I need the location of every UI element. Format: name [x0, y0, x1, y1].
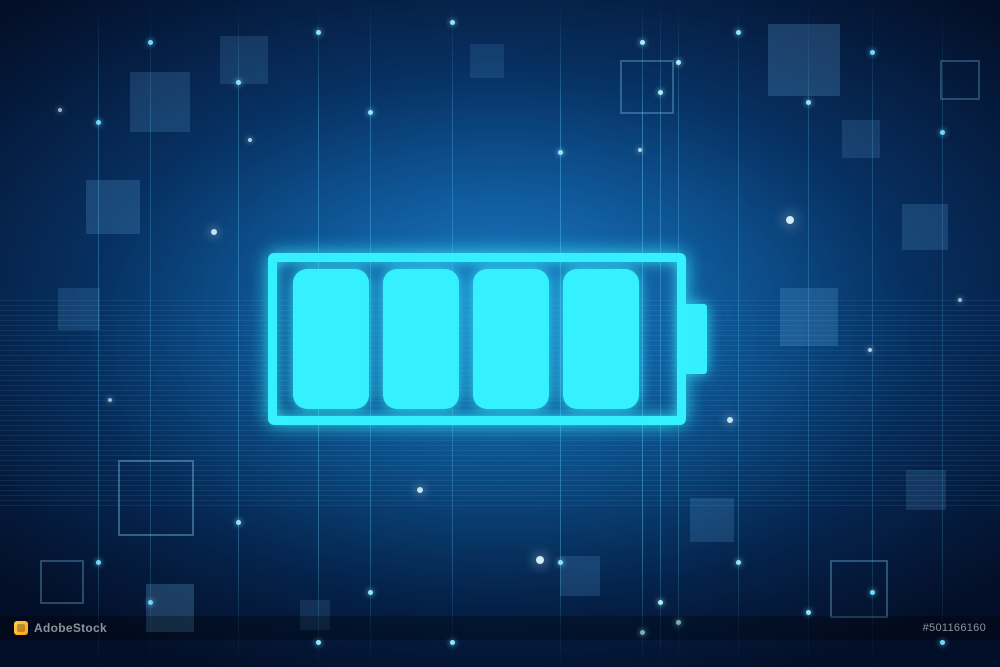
- battery-icon: [268, 253, 707, 425]
- sparkle-dot: [58, 108, 62, 112]
- sparkle-dot: [417, 487, 423, 493]
- sparkle-dot: [536, 556, 544, 564]
- decor-square: [86, 180, 140, 234]
- decor-square: [470, 44, 504, 78]
- circuit-line: [872, 0, 873, 667]
- decor-square: [146, 584, 194, 632]
- circuit-line: [150, 0, 151, 667]
- watermark-id: #501166160: [923, 622, 986, 634]
- decor-square: [906, 470, 946, 510]
- decor-outline-square: [118, 460, 194, 536]
- decor-square: [300, 600, 330, 630]
- decor-outline-square: [940, 60, 980, 100]
- decor-square: [902, 204, 948, 250]
- decor-square: [842, 120, 880, 158]
- circuit-line: [942, 0, 943, 667]
- circuit-line: [808, 0, 809, 667]
- battery-cell: [563, 269, 639, 409]
- adobe-logo-icon: [14, 621, 28, 635]
- watermark: AdobeStock #501166160: [0, 616, 1000, 640]
- sparkle-dot: [868, 348, 872, 352]
- decor-square: [130, 72, 190, 132]
- decor-square: [220, 36, 268, 84]
- battery-cell: [473, 269, 549, 409]
- decor-outline-square: [40, 560, 84, 604]
- circuit-line: [738, 0, 739, 667]
- decor-outline-square: [620, 60, 674, 114]
- stage: AdobeStock #501166160: [0, 0, 1000, 667]
- sparkle-dot: [638, 148, 642, 152]
- decor-square: [780, 288, 838, 346]
- circuit-line: [98, 0, 99, 667]
- battery-cell: [383, 269, 459, 409]
- battery-cell: [293, 269, 369, 409]
- decor-square: [560, 556, 600, 596]
- decor-square: [768, 24, 840, 96]
- decor-outline-square: [830, 560, 888, 618]
- sparkle-dot: [248, 138, 252, 142]
- decor-square: [690, 498, 734, 542]
- sparkle-dot: [108, 398, 112, 402]
- watermark-brand-label: AdobeStock: [34, 621, 107, 635]
- circuit-line: [238, 0, 239, 667]
- sparkle-dot: [211, 229, 217, 235]
- watermark-brand: AdobeStock: [14, 621, 107, 635]
- sparkle-dot: [958, 298, 962, 302]
- sparkle-dot: [786, 216, 794, 224]
- battery-tip: [685, 304, 707, 374]
- sparkle-dot: [727, 417, 733, 423]
- battery-body: [268, 253, 686, 425]
- decor-square: [58, 288, 100, 330]
